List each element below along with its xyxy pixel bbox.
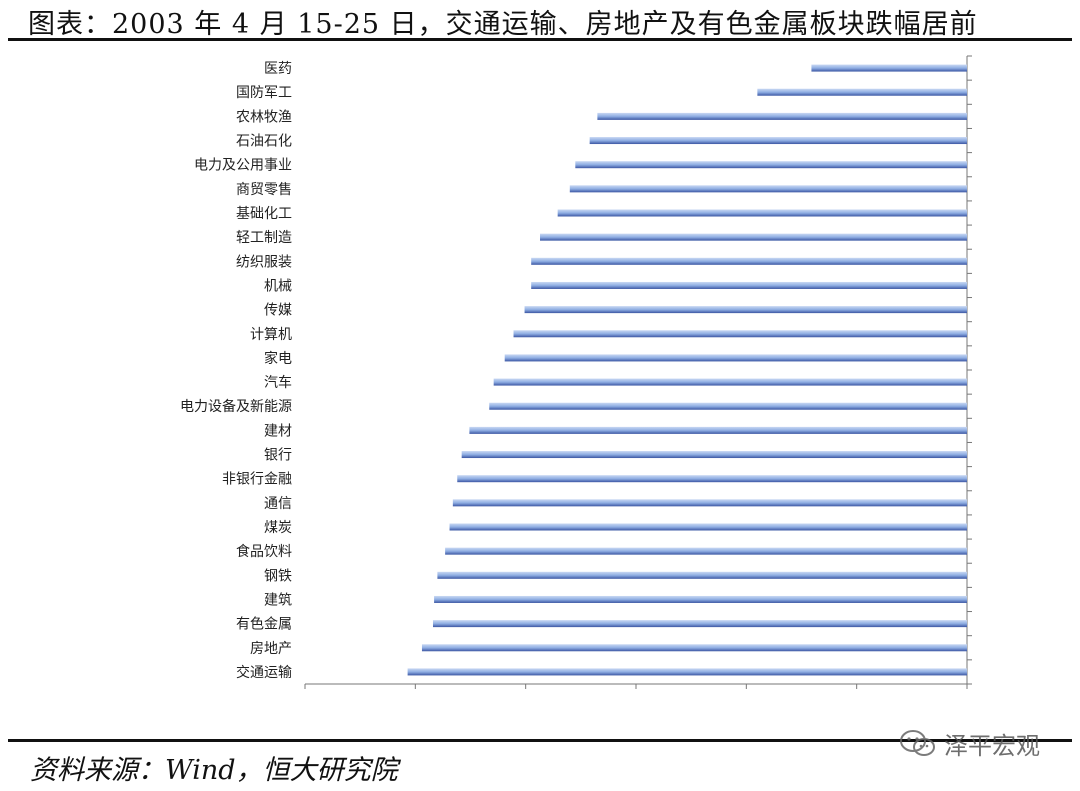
bar-医药 [811, 64, 967, 72]
top-rule [8, 38, 1072, 41]
bar-建材 [469, 426, 967, 434]
category-label: 商贸零售 [236, 182, 292, 198]
watermark: 泽平宏观 [898, 726, 1040, 761]
category-label: 汽车 [264, 374, 292, 391]
category-label: 基础化工 [236, 205, 292, 222]
category-label: 轻工制造 [236, 230, 292, 246]
bar-煤炭 [449, 523, 968, 531]
bar-农林牧渔 [597, 112, 967, 120]
bar-建筑 [434, 595, 968, 603]
category-label: 建筑 [264, 592, 292, 608]
bar-电力设备及新能源 [489, 402, 967, 410]
category-label: 电力设备及新能源 [180, 398, 292, 415]
bar-汽车 [493, 378, 967, 386]
bar-机械 [531, 281, 967, 289]
bar-基础化工 [557, 209, 967, 217]
category-label: 医药 [264, 61, 292, 77]
category-label: 通信 [264, 496, 292, 512]
category-label: 银行 [264, 448, 292, 464]
bar-纺织服装 [531, 257, 967, 265]
bar-房地产 [421, 644, 967, 652]
category-label: 计算机 [250, 327, 292, 343]
category-label: 有色金属 [236, 616, 292, 633]
bar-轻工制造 [540, 233, 967, 241]
bar-电力及公用事业 [575, 161, 967, 169]
bottom-rule [8, 739, 1072, 742]
bar-国防军工 [757, 88, 967, 96]
category-label: 房地产 [250, 641, 292, 657]
category-label: 电力及公用事业 [194, 158, 292, 174]
category-label: 机械 [264, 278, 292, 294]
bar-食品饮料 [445, 547, 968, 555]
category-label: 钢铁 [264, 568, 292, 584]
category-label: 农林牧渔 [236, 109, 292, 125]
bar-钢铁 [437, 571, 967, 579]
bar-chart-svg: 医药国防军工农林牧渔石油石化电力及公用事业商贸零售基础化工轻工制造纺织服装机械传… [180, 55, 972, 689]
source-note: 资料来源：Wind，恒大研究院 [30, 755, 398, 786]
bar-石油石化 [589, 137, 967, 145]
page-title: 图表：2003 年 4 月 15-25 日，交通运输、房地产及有色金属板块跌幅居… [28, 9, 978, 40]
category-label: 非银行金融 [222, 472, 292, 488]
bar-通信 [452, 499, 967, 507]
bar-银行 [461, 451, 967, 459]
bar-有色金属 [432, 620, 967, 628]
category-label: 石油石化 [236, 134, 292, 150]
watermark-text: 泽平宏观 [944, 732, 1040, 760]
category-label: 家电 [264, 350, 292, 367]
wechat-icon [900, 729, 935, 756]
bar-传媒 [524, 306, 967, 314]
category-label: 纺织服装 [236, 254, 292, 270]
bar-交通运输 [407, 668, 967, 676]
category-label: 交通运输 [236, 664, 292, 681]
bar-计算机 [513, 330, 967, 338]
bar-商贸零售 [569, 185, 967, 193]
bar-家电 [504, 354, 967, 362]
category-label: 煤炭 [264, 520, 292, 536]
category-label: 建材 [264, 423, 292, 439]
bar-chart: 医药国防军工农林牧渔石油石化电力及公用事业商贸零售基础化工轻工制造纺织服装机械传… [0, 44, 1080, 704]
bar-非银行金融 [457, 475, 967, 483]
category-label: 食品饮料 [236, 543, 292, 560]
category-label: 国防军工 [236, 85, 292, 101]
category-label: 传媒 [264, 303, 292, 319]
